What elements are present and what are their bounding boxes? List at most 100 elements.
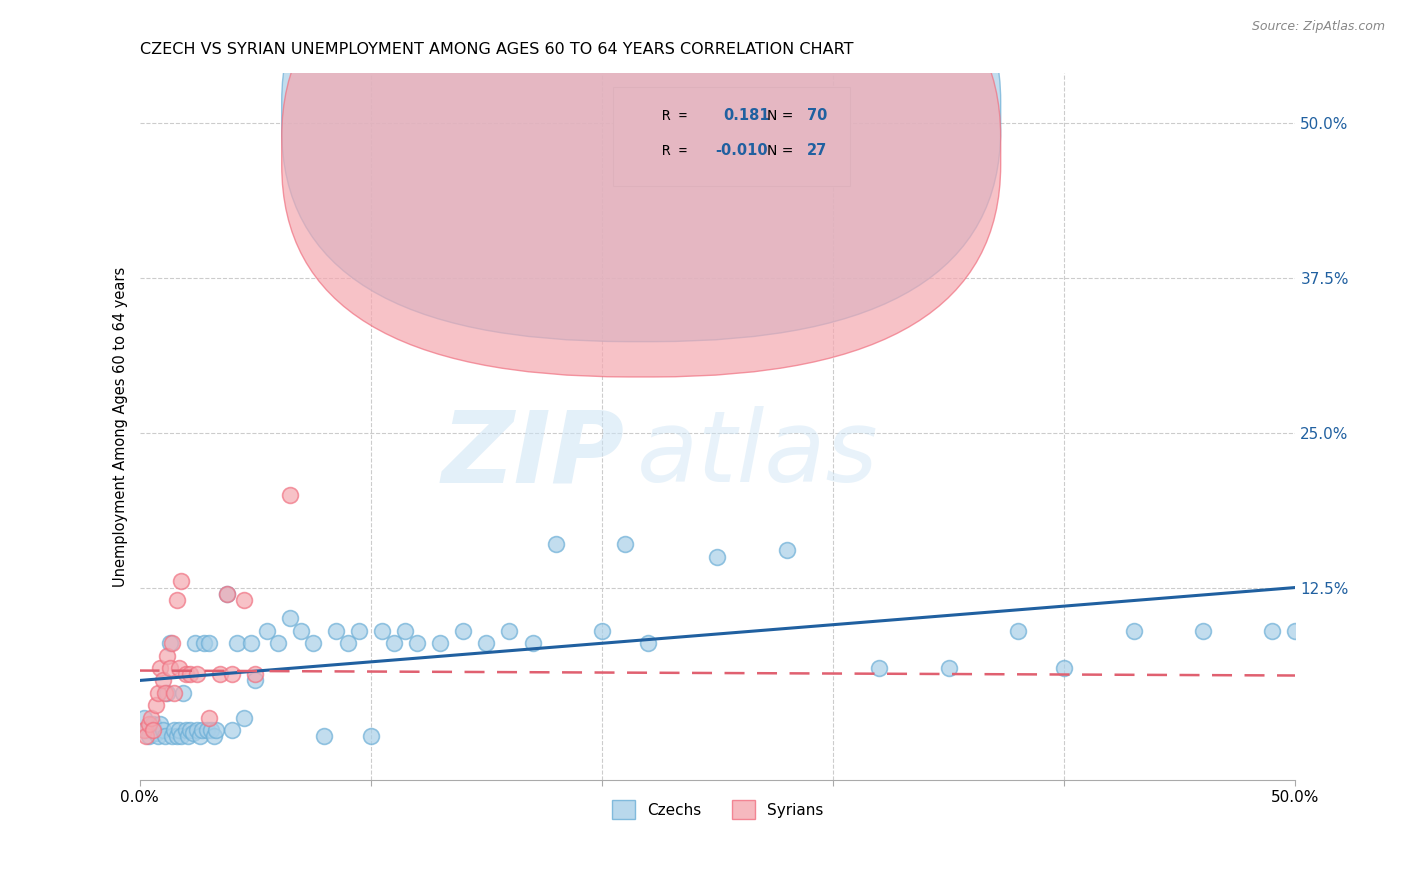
Point (1122, 624, 1144, 638)
Point (544, 537, 567, 551)
Point (191, 723, 214, 737)
Point (195, 723, 218, 737)
Point (167, 723, 190, 737)
Point (1284, 624, 1306, 638)
Point (188, 729, 211, 743)
Y-axis label: Unemployment Among Ages 60 to 64 years: Unemployment Among Ages 60 to 64 years (114, 267, 128, 587)
Point (278, 487, 301, 501)
FancyBboxPatch shape (613, 87, 851, 186)
Point (498, 624, 520, 638)
Point (243, 673, 266, 688)
Point (134, 711, 156, 725)
Point (225, 636, 247, 650)
Point (134, 723, 156, 737)
Point (193, 636, 215, 650)
Point (135, 723, 157, 737)
Text: 70: 70 (807, 108, 827, 123)
Point (170, 729, 193, 743)
Point (1192, 624, 1215, 638)
Point (202, 729, 225, 743)
Point (256, 624, 278, 638)
FancyBboxPatch shape (281, 0, 1001, 342)
Point (145, 725, 167, 739)
Point (149, 661, 172, 675)
Point (146, 729, 169, 743)
Point (267, 636, 290, 650)
Point (451, 624, 474, 638)
Point (177, 729, 200, 743)
Point (166, 593, 188, 607)
Point (429, 636, 451, 650)
Point (156, 648, 179, 663)
Legend: Czechs, Syrians: Czechs, Syrians (606, 794, 830, 825)
Point (198, 711, 221, 725)
Point (159, 636, 181, 650)
Point (186, 723, 208, 737)
Point (314, 729, 336, 743)
Point (174, 723, 197, 737)
Text: 0.181: 0.181 (723, 108, 770, 123)
Point (135, 729, 157, 743)
Point (278, 611, 301, 625)
Point (181, 725, 204, 739)
Point (776, 543, 799, 558)
Point (239, 636, 262, 650)
Point (186, 667, 208, 681)
Point (179, 723, 201, 737)
Point (146, 686, 169, 700)
Text: ZIP: ZIP (441, 406, 626, 503)
Point (156, 686, 179, 700)
Point (360, 729, 382, 743)
Point (138, 716, 160, 731)
Point (172, 686, 194, 700)
Point (868, 661, 890, 675)
Point (221, 723, 243, 737)
Text: N =: N = (768, 144, 793, 158)
Text: 27: 27 (807, 144, 827, 159)
Point (179, 667, 201, 681)
Point (200, 723, 222, 737)
Point (153, 686, 176, 700)
Point (174, 667, 197, 681)
Point (302, 636, 325, 650)
Point (325, 624, 347, 638)
Point (205, 723, 228, 737)
Point (163, 723, 186, 737)
Text: R =: R = (662, 109, 688, 122)
Point (706, 549, 728, 564)
Point (142, 716, 165, 731)
Point (371, 624, 394, 638)
Point (163, 686, 186, 700)
Text: R =: R = (662, 144, 688, 158)
Point (159, 661, 181, 675)
Point (142, 723, 165, 737)
Point (160, 636, 183, 650)
Text: CZECH VS SYRIAN UNEMPLOYMENT AMONG AGES 60 TO 64 YEARS CORRELATION CHART: CZECH VS SYRIAN UNEMPLOYMENT AMONG AGES … (139, 42, 853, 57)
Text: atlas: atlas (637, 406, 879, 503)
Point (637, 636, 659, 650)
Point (290, 624, 312, 638)
Point (217, 587, 239, 601)
Point (232, 711, 254, 725)
Point (166, 729, 188, 743)
Point (394, 624, 416, 638)
Point (170, 574, 193, 589)
Text: N =: N = (768, 109, 793, 122)
Text: -0.010: -0.010 (716, 144, 768, 159)
Point (160, 729, 183, 743)
Point (1007, 624, 1029, 638)
Point (217, 587, 239, 601)
Point (232, 593, 254, 607)
Point (243, 667, 266, 681)
Point (382, 636, 405, 650)
Text: Source: ZipAtlas.com: Source: ZipAtlas.com (1251, 20, 1385, 33)
Point (475, 636, 498, 650)
Point (198, 636, 221, 650)
Point (184, 636, 207, 650)
Point (522, 636, 544, 650)
Point (1261, 624, 1284, 638)
Point (938, 661, 960, 675)
FancyBboxPatch shape (281, 0, 1001, 377)
Point (336, 636, 359, 650)
Point (145, 698, 167, 713)
